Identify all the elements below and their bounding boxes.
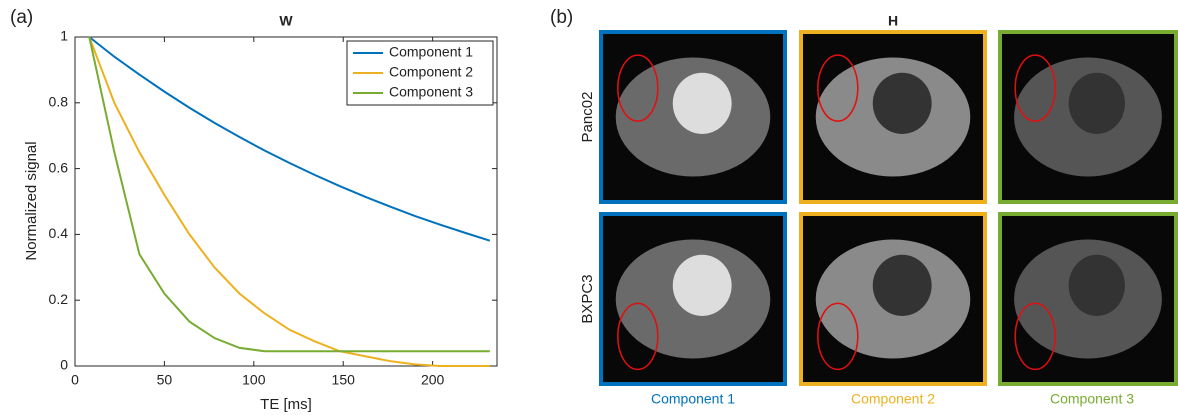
plot-area [74,36,498,367]
column-label: Component 2 [851,391,935,407]
image-organ [672,72,732,134]
image-organ [1068,72,1125,134]
panel-title: H [888,13,898,29]
line [88,36,490,353]
column-label: Component 3 [1050,391,1134,407]
row-label: BXPC3 [579,274,596,323]
y-tick-label: 0.4 [49,225,69,241]
tumor-outline [817,302,859,371]
tumor-outline [1014,302,1056,371]
x-tick-label: 150 [332,372,356,388]
column-label: Component 1 [651,391,735,407]
legend-label: Component 3 [389,84,473,100]
image-organ [672,254,732,316]
x-tick-label: 100 [242,372,266,388]
panel-label: (a) [10,7,33,28]
x-tick-label: 0 [71,372,79,388]
x-tick-label: 200 [421,372,445,388]
tumor-outline [617,54,659,122]
image-organ [872,72,932,134]
y-tick-label: 0.8 [49,94,69,110]
tumor-outline [617,302,659,371]
y-tick-label: 1 [60,28,68,44]
y-tick-label: 0.2 [49,291,69,307]
line [88,36,490,367]
x-axis-label: TE [ms] [260,396,312,413]
row-label: Panc02 [579,92,596,143]
tumor-outline [817,54,859,122]
y-tick-label: 0.6 [49,159,69,175]
y-axis-label: Normalized signal [23,141,40,260]
line [88,36,491,242]
panel-label: (b) [550,7,573,28]
x-tick-label: 50 [157,372,173,388]
y-tick-label: 0 [60,357,68,373]
tumor-outline [1014,54,1056,122]
legend-label: Component 2 [389,64,473,80]
chart-title: W [279,13,293,29]
legend-label: Component 1 [389,44,473,60]
image-organ [1068,254,1125,316]
image-organ [872,254,932,316]
